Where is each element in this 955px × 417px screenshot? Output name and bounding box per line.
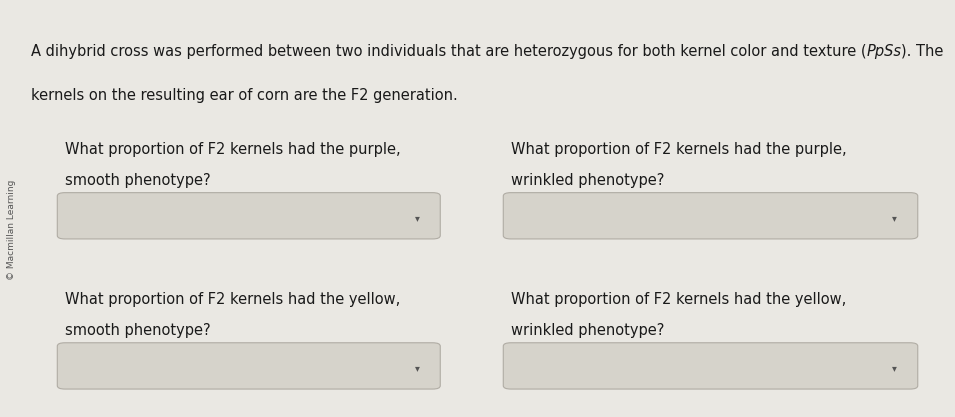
Text: What proportion of F2 kernels had the yellow,: What proportion of F2 kernels had the ye… — [511, 292, 846, 307]
Text: What proportion of F2 kernels had the yellow,: What proportion of F2 kernels had the ye… — [65, 292, 400, 307]
Text: A dihybrid cross was performed between two individuals that are heterozygous for: A dihybrid cross was performed between t… — [31, 44, 866, 59]
FancyBboxPatch shape — [57, 193, 440, 239]
FancyBboxPatch shape — [503, 343, 918, 389]
Text: PpSs: PpSs — [866, 44, 902, 59]
Text: smooth phenotype?: smooth phenotype? — [65, 323, 210, 338]
Text: What proportion of F2 kernels had the purple,: What proportion of F2 kernels had the pu… — [65, 142, 400, 157]
Text: ▾: ▾ — [892, 213, 898, 223]
Text: What proportion of F2 kernels had the purple,: What proportion of F2 kernels had the pu… — [511, 142, 846, 157]
Text: wrinkled phenotype?: wrinkled phenotype? — [511, 173, 665, 188]
FancyBboxPatch shape — [503, 193, 918, 239]
Text: smooth phenotype?: smooth phenotype? — [65, 173, 210, 188]
Text: kernels on the resulting ear of corn are the F2 generation.: kernels on the resulting ear of corn are… — [31, 88, 457, 103]
Text: ▾: ▾ — [414, 363, 420, 373]
Text: ). The: ). The — [902, 44, 944, 59]
Text: ▾: ▾ — [892, 363, 898, 373]
Text: ▾: ▾ — [414, 213, 420, 223]
FancyBboxPatch shape — [57, 343, 440, 389]
Text: © Macmillan Learning: © Macmillan Learning — [7, 179, 16, 279]
Text: wrinkled phenotype?: wrinkled phenotype? — [511, 323, 665, 338]
